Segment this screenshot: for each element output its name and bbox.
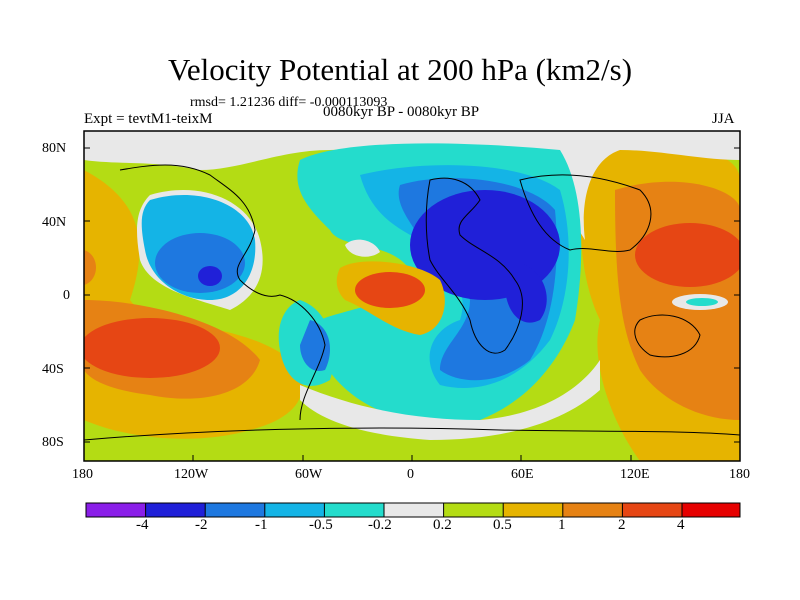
colorbar-swatch: [86, 503, 146, 517]
stats-label: rmsd= 1.21236 diff= -0.000113093: [190, 95, 388, 110]
lat-tick-label: 80S: [42, 435, 64, 450]
colorbar-swatch: [443, 503, 504, 517]
lon-tick-label: 60W: [295, 467, 323, 482]
contour-field: [84, 131, 740, 461]
colorbar-swatch: [264, 503, 325, 517]
lon-tick-label: 180: [72, 467, 93, 482]
colorbar-label: -0.2: [368, 517, 392, 533]
coastlines: [84, 164, 740, 441]
colorbar-label: 0.5: [493, 517, 512, 533]
colorbar-swatch: [205, 503, 265, 517]
colorbar-label: 2: [618, 517, 626, 533]
lat-tick-label: 40N: [42, 215, 67, 230]
season-label: JJA: [712, 111, 735, 127]
map-title: Velocity Potential at 200 hPa (km2/s): [167, 52, 633, 87]
colorbar: [85, 502, 741, 518]
lon-tick-label: 180: [729, 467, 750, 482]
experiment-label: Expt = tevtM1-teixM: [84, 111, 213, 127]
colorbar-swatch: [562, 503, 623, 517]
lon-tick-label: 120E: [620, 467, 650, 482]
colorbar-label: -0.5: [309, 517, 333, 533]
period-label: 0080kyr BP - 0080kyr BP: [323, 104, 480, 120]
colorbar-label: 4: [677, 517, 685, 533]
lon-tick-label: 60E: [511, 467, 534, 482]
colorbar-swatch: [682, 503, 740, 517]
lat-tick-label: 40S: [42, 362, 64, 377]
colorbar-swatch: [622, 503, 682, 517]
lon-tick-label: 0: [407, 467, 414, 482]
colorbar-label: -2: [195, 517, 208, 533]
colorbar-swatch: [145, 503, 206, 517]
lon-tick-label: 120W: [174, 467, 209, 482]
axis-ticks: [84, 147, 740, 461]
colorbar-swatch: [503, 503, 563, 517]
colorbar-swatch: [384, 503, 444, 517]
lat-tick-label: 0: [63, 288, 70, 303]
colorbar-label: -1: [255, 517, 268, 533]
lat-tick-label: 80N: [42, 141, 67, 156]
colorbar-label: 0.2: [433, 517, 452, 533]
colorbar-label: 1: [558, 517, 566, 533]
colorbar-label: -4: [136, 517, 149, 533]
colorbar-swatch: [324, 503, 384, 517]
